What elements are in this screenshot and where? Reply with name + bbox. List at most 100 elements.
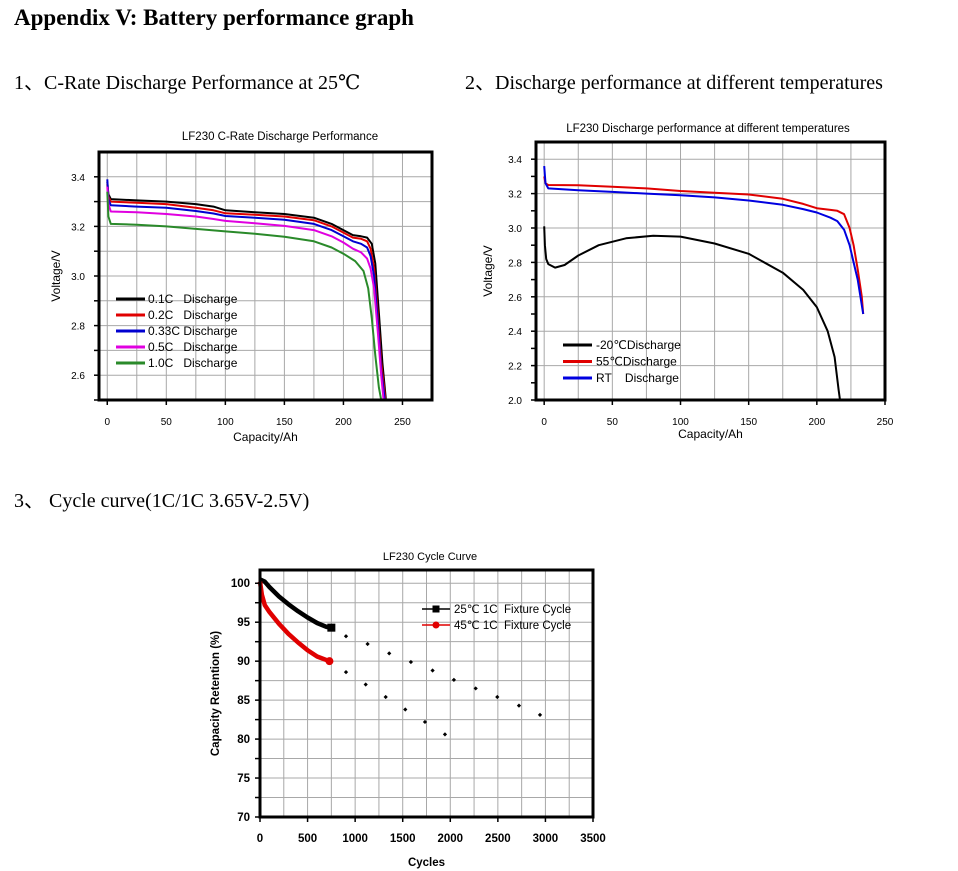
data-point-extrapolated: [451, 677, 457, 682]
y-tick-label: 90: [237, 656, 250, 668]
y-axis-label: Capacity Retention (%): [210, 631, 222, 756]
x-tick-label: 250: [877, 417, 894, 428]
legend-label: 0.1C Discharge: [148, 292, 238, 306]
y-axis-label: Voltage/V: [481, 245, 495, 296]
x-tick-label: 150: [276, 417, 293, 428]
data-point-extrapolated: [495, 694, 500, 700]
chart-1: 0 50 100 150 200 250 2.6 2.8 3.0 3.2 3.4 LF230 C-Ra…: [49, 131, 434, 444]
y-tick-label: 2.8: [71, 322, 85, 333]
section-heading-temperature: 2、Discharge performance at different tem…: [465, 72, 883, 94]
x-tick-label: 500: [298, 833, 317, 845]
x-axis-label: Capacity/Ah: [233, 430, 298, 444]
plot-border: [258, 568, 595, 819]
legend: -20℃Discharge 55℃Discharge RT Discharge: [563, 338, 681, 385]
x-tick-label: 3500: [580, 833, 606, 845]
y-tick-label: 80: [237, 734, 250, 746]
series-line-2: [257, 581, 331, 664]
legend-label: 1.0C Discharge: [148, 356, 238, 370]
y-tick-label: 70: [237, 812, 250, 824]
section-heading-cycle: 3、 Cycle curve(1C/1C 3.65V-2.5V): [14, 490, 310, 512]
y-tick-label: 2.6: [508, 293, 522, 304]
legend-marker-circle: [432, 621, 440, 629]
y-tick-label: 3.2: [71, 222, 85, 233]
y-tick-label: 2.8: [508, 258, 522, 269]
plot-border: [534, 140, 887, 402]
data-point-extrapolated: [516, 703, 522, 708]
x-tick-label: 0: [104, 417, 110, 428]
data-point-marker: [325, 657, 334, 666]
legend-label: 25℃ 1C Fixture Cycle: [454, 604, 571, 616]
data-point-extrapolated: [383, 694, 388, 700]
y-tick-label: 3.0: [71, 272, 85, 283]
chart-2: 0 50 100 150 200 250 2.0 2.2 2.4 2.6 2.8 3.0 3.2 3.4 L…: [481, 123, 894, 441]
chart-title: LF230 C-Rate Discharge Performance: [182, 131, 378, 143]
legend-marker-square: [432, 605, 440, 613]
x-axis-label: Capacity/Ah: [678, 427, 743, 441]
x-tick-label: 1000: [342, 833, 368, 845]
y-axis-label: Voltage/V: [49, 250, 63, 301]
x-tick-label: 200: [808, 417, 825, 428]
y-tick-label: 3.2: [508, 190, 522, 201]
legend-label: 45℃ 1C Fixture Cycle: [454, 620, 571, 632]
legend-label: -20℃Discharge: [596, 338, 681, 352]
y-tick-label: 3.4: [508, 155, 522, 166]
x-tick-label: 150: [740, 417, 757, 428]
x-tick-label: 50: [161, 417, 173, 428]
y-tick-label: 100: [231, 578, 250, 590]
data-point-extrapolated: [365, 641, 370, 647]
x-tick-label: 200: [335, 417, 352, 428]
legend-label: 0.5C Discharge: [148, 340, 238, 354]
data-point-extrapolated: [422, 719, 428, 725]
y-tick-label: 3.4: [71, 173, 85, 184]
data-point-extrapolated: [442, 732, 448, 737]
data-point-extrapolated: [430, 668, 435, 673]
x-tick-label: 100: [672, 417, 689, 428]
x-tick-label: 2500: [485, 833, 511, 845]
x-tick-label: 0: [541, 417, 547, 428]
legend-label: 55℃Discharge: [596, 355, 677, 369]
section-heading-c-rate: 1、C-Rate Discharge Performance at 25℃: [14, 72, 361, 94]
x-tick-label: 100: [217, 417, 234, 428]
y-tick-label: 95: [237, 617, 250, 629]
series-line-1: [543, 226, 841, 401]
x-tick-label: 0: [257, 833, 263, 845]
series-line-2: [543, 176, 865, 315]
chart-title: LF230 Cycle Curve: [383, 551, 477, 563]
data-point-extrapolated: [387, 651, 392, 656]
data-point-extrapolated: [473, 686, 478, 691]
chart-title: LF230 Discharge performance at different…: [566, 123, 850, 135]
data-point-marker: [327, 623, 336, 632]
x-axis-label: Cycles: [408, 857, 445, 869]
x-tick-label: 50: [607, 417, 619, 428]
y-tick-label: 75: [237, 773, 250, 785]
series-line-5: [106, 191, 383, 401]
legend-label: 0.2C Discharge: [148, 308, 238, 322]
y-tick-label: 2.0: [508, 396, 522, 407]
y-tick-label: 3.0: [508, 224, 522, 235]
x-tick-label: 1500: [390, 833, 416, 845]
series-line-2: [106, 184, 387, 401]
data-point-extrapolated: [363, 682, 368, 687]
x-tick-label: 250: [394, 417, 411, 428]
x-tick-label: 2000: [437, 833, 463, 845]
y-tick-label: 2.4: [508, 327, 522, 338]
data-point-extrapolated: [343, 669, 349, 675]
gridlines: [536, 142, 885, 400]
page-title: Appendix V: Battery performance graph: [14, 5, 414, 30]
series-line-1: [106, 181, 387, 401]
data-point-extrapolated: [408, 659, 414, 665]
data-point-extrapolated: [343, 634, 349, 639]
y-tick-label: 2.6: [71, 371, 85, 382]
gridlines: [260, 570, 593, 817]
chart-3: 0 500 1000 1500 2000 2500 3000 3500 70 75 80 85 90 95…: [210, 551, 606, 869]
legend: 0.1C Discharge 0.2C Discharge 0.33C Discha…: [116, 292, 238, 370]
series-line-1: [259, 577, 332, 630]
data-point-extrapolated: [403, 707, 408, 712]
data-point-extrapolated: [537, 712, 543, 718]
x-tick-label: 3000: [533, 833, 559, 845]
y-tick-label: 85: [237, 695, 250, 707]
legend-label: RT Discharge: [596, 371, 679, 385]
legend: 25℃ 1C Fixture Cycle 45℃ 1C Fixture Cycle: [422, 604, 571, 632]
series-line-3: [543, 166, 865, 315]
